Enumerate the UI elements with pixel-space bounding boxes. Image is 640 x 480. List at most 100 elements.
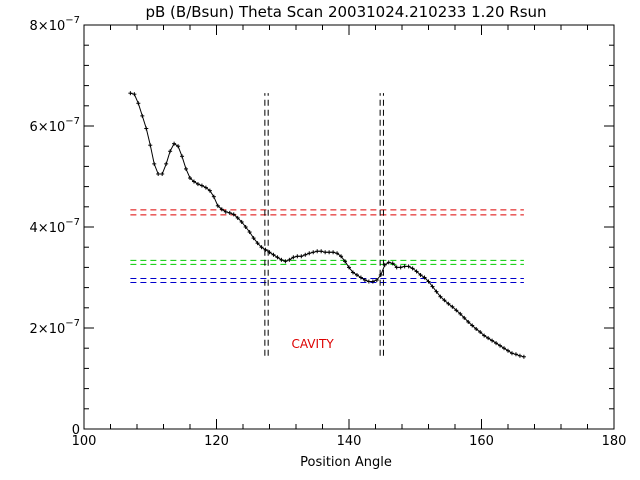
data-point bbox=[251, 236, 256, 241]
data-point bbox=[402, 264, 407, 269]
data-point bbox=[466, 319, 471, 324]
data-point bbox=[172, 141, 177, 146]
data-point bbox=[398, 265, 403, 270]
data-point bbox=[434, 289, 439, 294]
data-point bbox=[156, 171, 161, 176]
data-point bbox=[267, 250, 272, 255]
data-point bbox=[311, 250, 316, 255]
data-point bbox=[231, 212, 236, 217]
data-point bbox=[494, 341, 499, 346]
data-point bbox=[323, 250, 328, 255]
y-tick-label: 2×10−7 bbox=[30, 318, 80, 337]
data-point bbox=[410, 266, 415, 271]
data-point bbox=[295, 254, 300, 259]
data-point bbox=[176, 144, 181, 149]
y-tick-exponent: −7 bbox=[65, 15, 80, 26]
data-point bbox=[426, 279, 431, 284]
y-tick-label: 0 bbox=[72, 423, 80, 438]
data-point bbox=[315, 249, 320, 254]
data-point bbox=[191, 179, 196, 184]
data-point bbox=[327, 250, 332, 255]
data-point bbox=[263, 247, 268, 252]
data-point bbox=[406, 264, 411, 269]
data-point bbox=[144, 126, 149, 131]
data-point bbox=[442, 298, 447, 303]
data-point bbox=[482, 333, 487, 338]
y-tick-label: 4×10−7 bbox=[30, 217, 80, 236]
cavity-annotation: CAVITY bbox=[291, 337, 334, 351]
data-point bbox=[422, 275, 427, 280]
y-tick-label: 8×10−7 bbox=[30, 15, 80, 34]
data-point bbox=[168, 149, 173, 154]
x-tick-label: 160 bbox=[469, 434, 494, 449]
data-point bbox=[247, 230, 252, 235]
data-point bbox=[374, 278, 379, 283]
y-tick-mantissa: 2×10 bbox=[30, 322, 66, 337]
data-point bbox=[339, 254, 344, 259]
data-point bbox=[470, 323, 475, 328]
data-point bbox=[307, 251, 312, 256]
data-point bbox=[386, 260, 391, 265]
data-point bbox=[335, 251, 340, 256]
data-point bbox=[418, 272, 423, 277]
data-point bbox=[498, 343, 503, 348]
data-point bbox=[271, 252, 276, 257]
data-point bbox=[358, 275, 363, 280]
data-point bbox=[517, 353, 522, 358]
data-point bbox=[513, 352, 518, 357]
data-point bbox=[362, 278, 367, 283]
data-point bbox=[319, 249, 324, 254]
data-point bbox=[227, 210, 232, 215]
data-point bbox=[509, 351, 514, 356]
data-point bbox=[299, 254, 304, 259]
data-point bbox=[160, 171, 165, 176]
data-point bbox=[223, 209, 228, 214]
data-point bbox=[180, 154, 185, 159]
data-point bbox=[331, 250, 336, 255]
data-point bbox=[283, 259, 288, 264]
data-point bbox=[207, 188, 212, 193]
data-point bbox=[390, 261, 395, 266]
data-point bbox=[430, 284, 435, 289]
y-tick-mantissa: 4×10 bbox=[30, 221, 66, 236]
x-tick-label: 140 bbox=[337, 434, 362, 449]
data-point bbox=[215, 203, 220, 208]
data-point bbox=[382, 262, 387, 267]
data-point bbox=[343, 259, 348, 264]
data-point bbox=[219, 207, 224, 212]
data-point bbox=[354, 272, 359, 277]
y-tick-exponent: −7 bbox=[65, 217, 80, 228]
y-tick-mantissa: 0 bbox=[72, 423, 80, 438]
data-point bbox=[235, 215, 240, 220]
data-point bbox=[454, 308, 459, 313]
y-tick-label: 6×10−7 bbox=[30, 116, 80, 135]
data-point bbox=[148, 143, 153, 148]
data-point bbox=[255, 241, 260, 246]
data-point bbox=[287, 257, 292, 262]
y-tick-exponent: −7 bbox=[65, 318, 80, 329]
y-tick-mantissa: 6×10 bbox=[30, 120, 66, 135]
data-point bbox=[275, 255, 280, 260]
data-point bbox=[502, 346, 507, 351]
data-point bbox=[291, 255, 296, 260]
data-point bbox=[506, 348, 510, 353]
data-point bbox=[446, 301, 451, 306]
data-point bbox=[152, 161, 157, 166]
plot-layer: CAVITY bbox=[128, 91, 526, 359]
data-point bbox=[211, 194, 216, 199]
x-tick-label: 120 bbox=[204, 434, 229, 449]
data-point bbox=[378, 272, 383, 277]
data-point bbox=[164, 161, 169, 166]
data-point bbox=[478, 330, 483, 335]
data-point bbox=[462, 315, 467, 320]
data-point bbox=[303, 252, 308, 257]
y-tick-mantissa: 8×10 bbox=[30, 19, 66, 34]
data-point bbox=[188, 176, 192, 181]
chart-title: pB (B/Bsun) Theta Scan 20031024.210233 1… bbox=[145, 3, 546, 21]
data-point bbox=[414, 269, 419, 274]
data-point bbox=[136, 101, 141, 106]
data-point bbox=[394, 265, 399, 270]
